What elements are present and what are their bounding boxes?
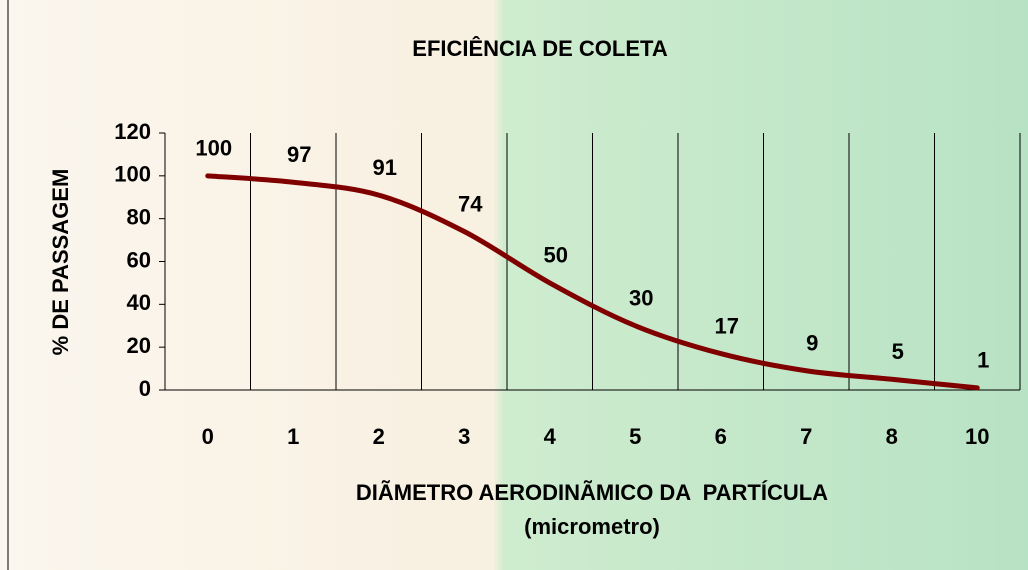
data-label: 5 — [892, 339, 904, 364]
x-axis-label: (micrometro) — [524, 514, 660, 539]
data-label: 1 — [977, 348, 989, 373]
data-label: 100 — [195, 136, 232, 161]
data-label: 17 — [715, 313, 739, 338]
y-tick-label: 0 — [139, 376, 151, 401]
x-tick-label: 2 — [373, 424, 385, 449]
data-label: 74 — [458, 191, 483, 216]
data-label: 9 — [806, 331, 818, 356]
x-tick-label: 6 — [715, 424, 727, 449]
y-tick-label: 60 — [127, 247, 151, 272]
y-tick-label: 80 — [127, 204, 151, 229]
y-tick-label: 100 — [114, 162, 151, 187]
data-line — [205, 173, 980, 391]
x-tick-label: 0 — [202, 424, 214, 449]
y-tick-label: 40 — [127, 290, 151, 315]
data-label: 30 — [629, 286, 653, 311]
x-tick-label: 5 — [629, 424, 641, 449]
y-axis-label: % DE PASSAGEM — [48, 169, 73, 356]
y-tick-label: 20 — [127, 333, 151, 358]
x-tick-label: 10 — [965, 424, 989, 449]
data-label: 50 — [544, 243, 568, 268]
x-tick-label: 8 — [886, 424, 898, 449]
x-tick-label: 7 — [800, 424, 812, 449]
x-tick-label: 4 — [544, 424, 557, 449]
chart-title: EFICIÊNCIA DE COLETA — [412, 36, 668, 61]
y-tick-label: 120 — [114, 119, 151, 144]
x-tick-label: 3 — [458, 424, 470, 449]
data-label: 91 — [373, 155, 397, 180]
x-tick-label: 1 — [287, 424, 299, 449]
data-label: 97 — [287, 142, 311, 167]
x-axis-label: DIÃMETRO AERODINÃMICO DA PARTÍCULA — [356, 480, 828, 505]
